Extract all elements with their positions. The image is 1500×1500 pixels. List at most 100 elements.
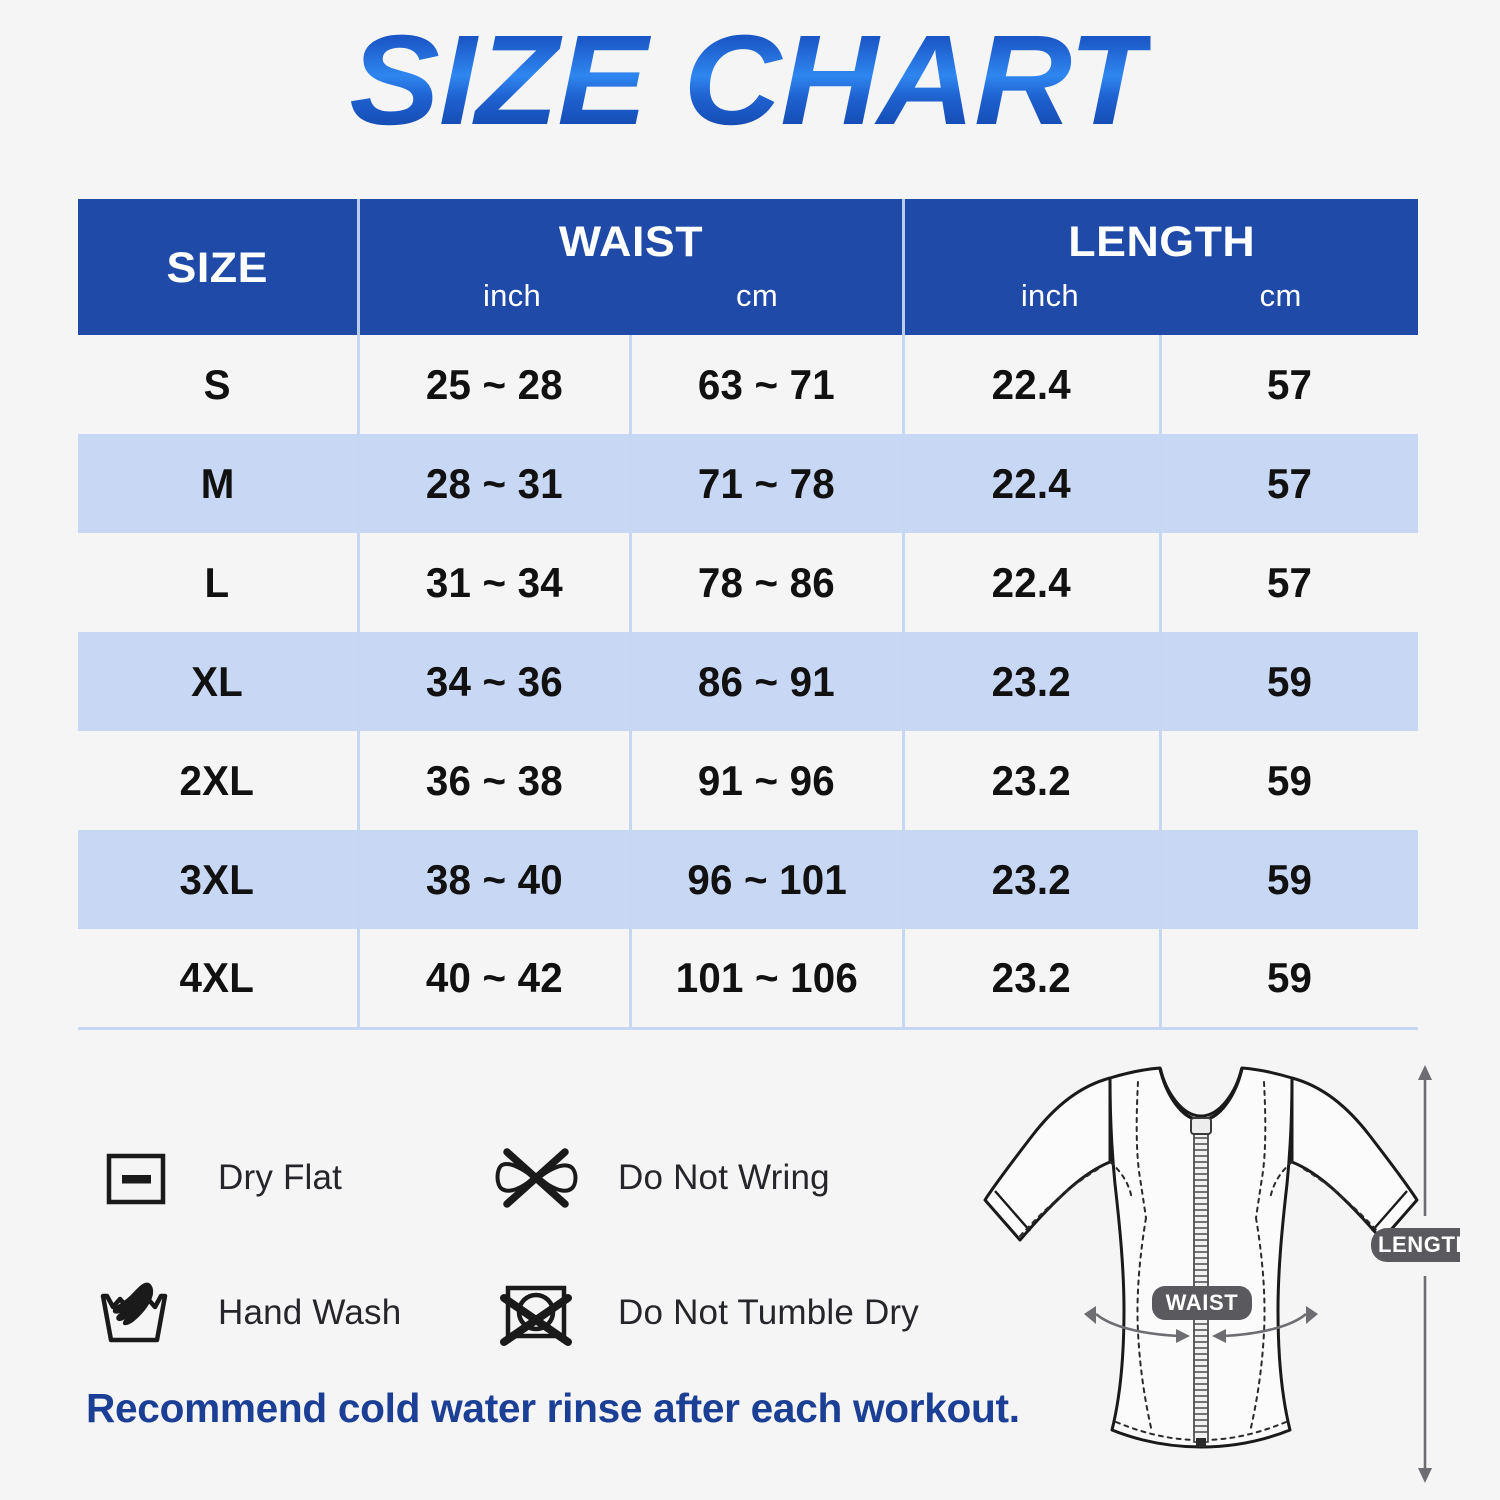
cell-waist-inch-text: 38 ~ 40 bbox=[425, 855, 563, 903]
table-row: L 31 ~ 34 78 ~ 86 22.4 57 bbox=[78, 533, 1418, 632]
table-row: 2XL 36 ~ 38 91 ~ 96 23.2 59 bbox=[78, 731, 1418, 830]
table-row: 3XL 38 ~ 40 96 ~ 101 23.2 59 bbox=[78, 830, 1418, 929]
cell-waist-cm: 101 ~ 106 bbox=[630, 929, 905, 1030]
cell-waist-cm-text: 63 ~ 71 bbox=[698, 360, 836, 408]
cell-waist-cm: 86 ~ 91 bbox=[630, 632, 905, 731]
care-label-do-not-tumble-dry: Do Not Tumble Dry bbox=[618, 1292, 919, 1332]
cell-length-inch: 23.2 bbox=[903, 830, 1162, 929]
cell-length-cm: 59 bbox=[1160, 632, 1418, 731]
care-item-do-not-wring: Do Not Wring bbox=[488, 1130, 958, 1226]
header-waist-inch: inch bbox=[482, 277, 542, 313]
cell-length-cm: 59 bbox=[1160, 731, 1418, 830]
cell-length-cm-text: 59 bbox=[1267, 756, 1313, 804]
cell-length-inch-text: 22.4 bbox=[992, 459, 1072, 507]
cell-size-text: 3XL bbox=[179, 855, 255, 903]
care-label-do-not-wring: Do Not Wring bbox=[618, 1157, 830, 1197]
care-label-dry-flat: Dry Flat bbox=[218, 1157, 343, 1197]
cell-size-text: S bbox=[203, 360, 231, 408]
cell-waist-cm: 91 ~ 96 bbox=[630, 731, 905, 830]
care-item-do-not-tumble-dry: Do Not Tumble Dry bbox=[488, 1265, 958, 1361]
cell-length-cm: 57 bbox=[1160, 434, 1418, 533]
cell-size: 2XL bbox=[78, 731, 360, 830]
cell-waist-cm-text: 101 ~ 106 bbox=[675, 953, 858, 1001]
svg-text:LENGTH: LENGTH bbox=[1378, 1232, 1460, 1257]
cell-waist-cm-text: 71 ~ 78 bbox=[698, 459, 836, 507]
waist-badge: WAIST bbox=[1152, 1286, 1252, 1320]
cell-length-inch-text: 23.2 bbox=[992, 657, 1072, 705]
cell-size: 3XL bbox=[78, 830, 360, 929]
cell-waist-inch: 38 ~ 40 bbox=[358, 830, 632, 929]
table-body: S 25 ~ 28 63 ~ 71 22.4 57 M 28 ~ 31 71 ~… bbox=[78, 335, 1418, 1030]
header-length-cm: cm bbox=[1259, 277, 1302, 313]
care-row-1: Dry Flat Do Not Wring bbox=[88, 1110, 968, 1245]
care-row-2: Hand Wash Do Not Tumble Dry bbox=[88, 1245, 968, 1380]
do-not-tumble-dry-icon bbox=[488, 1265, 584, 1361]
header-length: LENGTH inch cm bbox=[903, 199, 1418, 335]
cell-length-inch: 22.4 bbox=[903, 533, 1162, 632]
cell-waist-cm: 96 ~ 101 bbox=[630, 830, 905, 929]
cell-length-inch: 23.2 bbox=[903, 632, 1162, 731]
header-waist: WAIST inch cm bbox=[358, 199, 905, 335]
cell-waist-inch: 25 ~ 28 bbox=[358, 335, 632, 434]
cell-length-inch-text: 23.2 bbox=[992, 953, 1072, 1001]
cell-waist-cm-text: 86 ~ 91 bbox=[698, 657, 836, 705]
cell-length-cm: 57 bbox=[1160, 533, 1418, 632]
cell-waist-cm: 78 ~ 86 bbox=[630, 533, 905, 632]
care-item-dry-flat: Dry Flat bbox=[88, 1130, 488, 1226]
cell-size-text: 4XL bbox=[179, 953, 255, 1001]
cell-length-cm: 59 bbox=[1160, 830, 1418, 929]
hand-wash-icon bbox=[88, 1265, 184, 1361]
cell-length-inch-text: 22.4 bbox=[992, 360, 1072, 408]
table-header: SIZE WAIST inch cm LENGTH inch cm bbox=[78, 199, 1418, 335]
cell-waist-cm-text: 91 ~ 96 bbox=[698, 756, 836, 804]
cell-length-inch-text: 23.2 bbox=[992, 855, 1072, 903]
care-item-hand-wash: Hand Wash bbox=[88, 1265, 488, 1361]
cell-length-inch: 23.2 bbox=[903, 731, 1162, 830]
svg-text:WAIST: WAIST bbox=[1166, 1290, 1239, 1315]
cell-size: L bbox=[78, 533, 360, 632]
cell-waist-inch: 34 ~ 36 bbox=[358, 632, 632, 731]
header-size: SIZE bbox=[78, 199, 360, 335]
cell-length-cm-text: 57 bbox=[1267, 558, 1313, 606]
header-waist-cm: cm bbox=[736, 277, 778, 313]
cell-length-inch: 23.2 bbox=[903, 929, 1162, 1030]
cell-length-cm: 59 bbox=[1160, 929, 1418, 1030]
care-note: Recommend cold water rinse after each wo… bbox=[86, 1385, 1020, 1431]
header-length-label: LENGTH bbox=[1067, 217, 1255, 266]
cell-length-inch: 22.4 bbox=[903, 434, 1162, 533]
length-badge: LENGTH bbox=[1371, 1228, 1479, 1262]
cell-size-text: XL bbox=[191, 657, 244, 705]
cell-waist-inch: 31 ~ 34 bbox=[358, 533, 632, 632]
cell-waist-cm: 63 ~ 71 bbox=[630, 335, 905, 434]
page-title: SIZE CHART bbox=[349, 9, 1151, 152]
header-length-units: inch cm bbox=[905, 278, 1419, 314]
table-row: M 28 ~ 31 71 ~ 78 22.4 57 bbox=[78, 434, 1418, 533]
cell-length-cm-text: 59 bbox=[1267, 953, 1313, 1001]
cell-size: M bbox=[78, 434, 360, 533]
header-waist-label: WAIST bbox=[558, 217, 703, 266]
cell-waist-inch-text: 40 ~ 42 bbox=[425, 953, 563, 1001]
cell-waist-inch: 28 ~ 31 bbox=[358, 434, 632, 533]
cell-waist-inch-text: 25 ~ 28 bbox=[425, 360, 563, 408]
cell-length-inch-text: 22.4 bbox=[992, 558, 1072, 606]
cell-length-cm: 57 bbox=[1160, 335, 1418, 434]
cell-waist-inch-text: 28 ~ 31 bbox=[425, 459, 563, 507]
care-instructions: Dry Flat Do Not Wring bbox=[88, 1110, 968, 1380]
cell-size-text: L bbox=[204, 558, 230, 606]
page-title-container: SIZE CHART bbox=[0, 9, 1500, 152]
table-header-row: SIZE WAIST inch cm LENGTH inch cm bbox=[78, 199, 1418, 335]
cell-size: S bbox=[78, 335, 360, 434]
care-label-hand-wash: Hand Wash bbox=[218, 1292, 402, 1332]
cell-waist-cm-text: 78 ~ 86 bbox=[698, 558, 836, 606]
table-row: XL 34 ~ 36 86 ~ 91 23.2 59 bbox=[78, 632, 1418, 731]
cell-waist-cm: 71 ~ 78 bbox=[630, 434, 905, 533]
header-waist-units: inch cm bbox=[360, 278, 902, 314]
cell-length-cm-text: 59 bbox=[1267, 657, 1313, 705]
cell-waist-inch: 36 ~ 38 bbox=[358, 731, 632, 830]
table-row: S 25 ~ 28 63 ~ 71 22.4 57 bbox=[78, 335, 1418, 434]
cell-length-cm-text: 59 bbox=[1267, 855, 1313, 903]
cell-size: XL bbox=[78, 632, 360, 731]
garment-illustration: WAIST LENGTH bbox=[960, 1058, 1479, 1500]
cell-waist-inch-text: 34 ~ 36 bbox=[425, 657, 563, 705]
